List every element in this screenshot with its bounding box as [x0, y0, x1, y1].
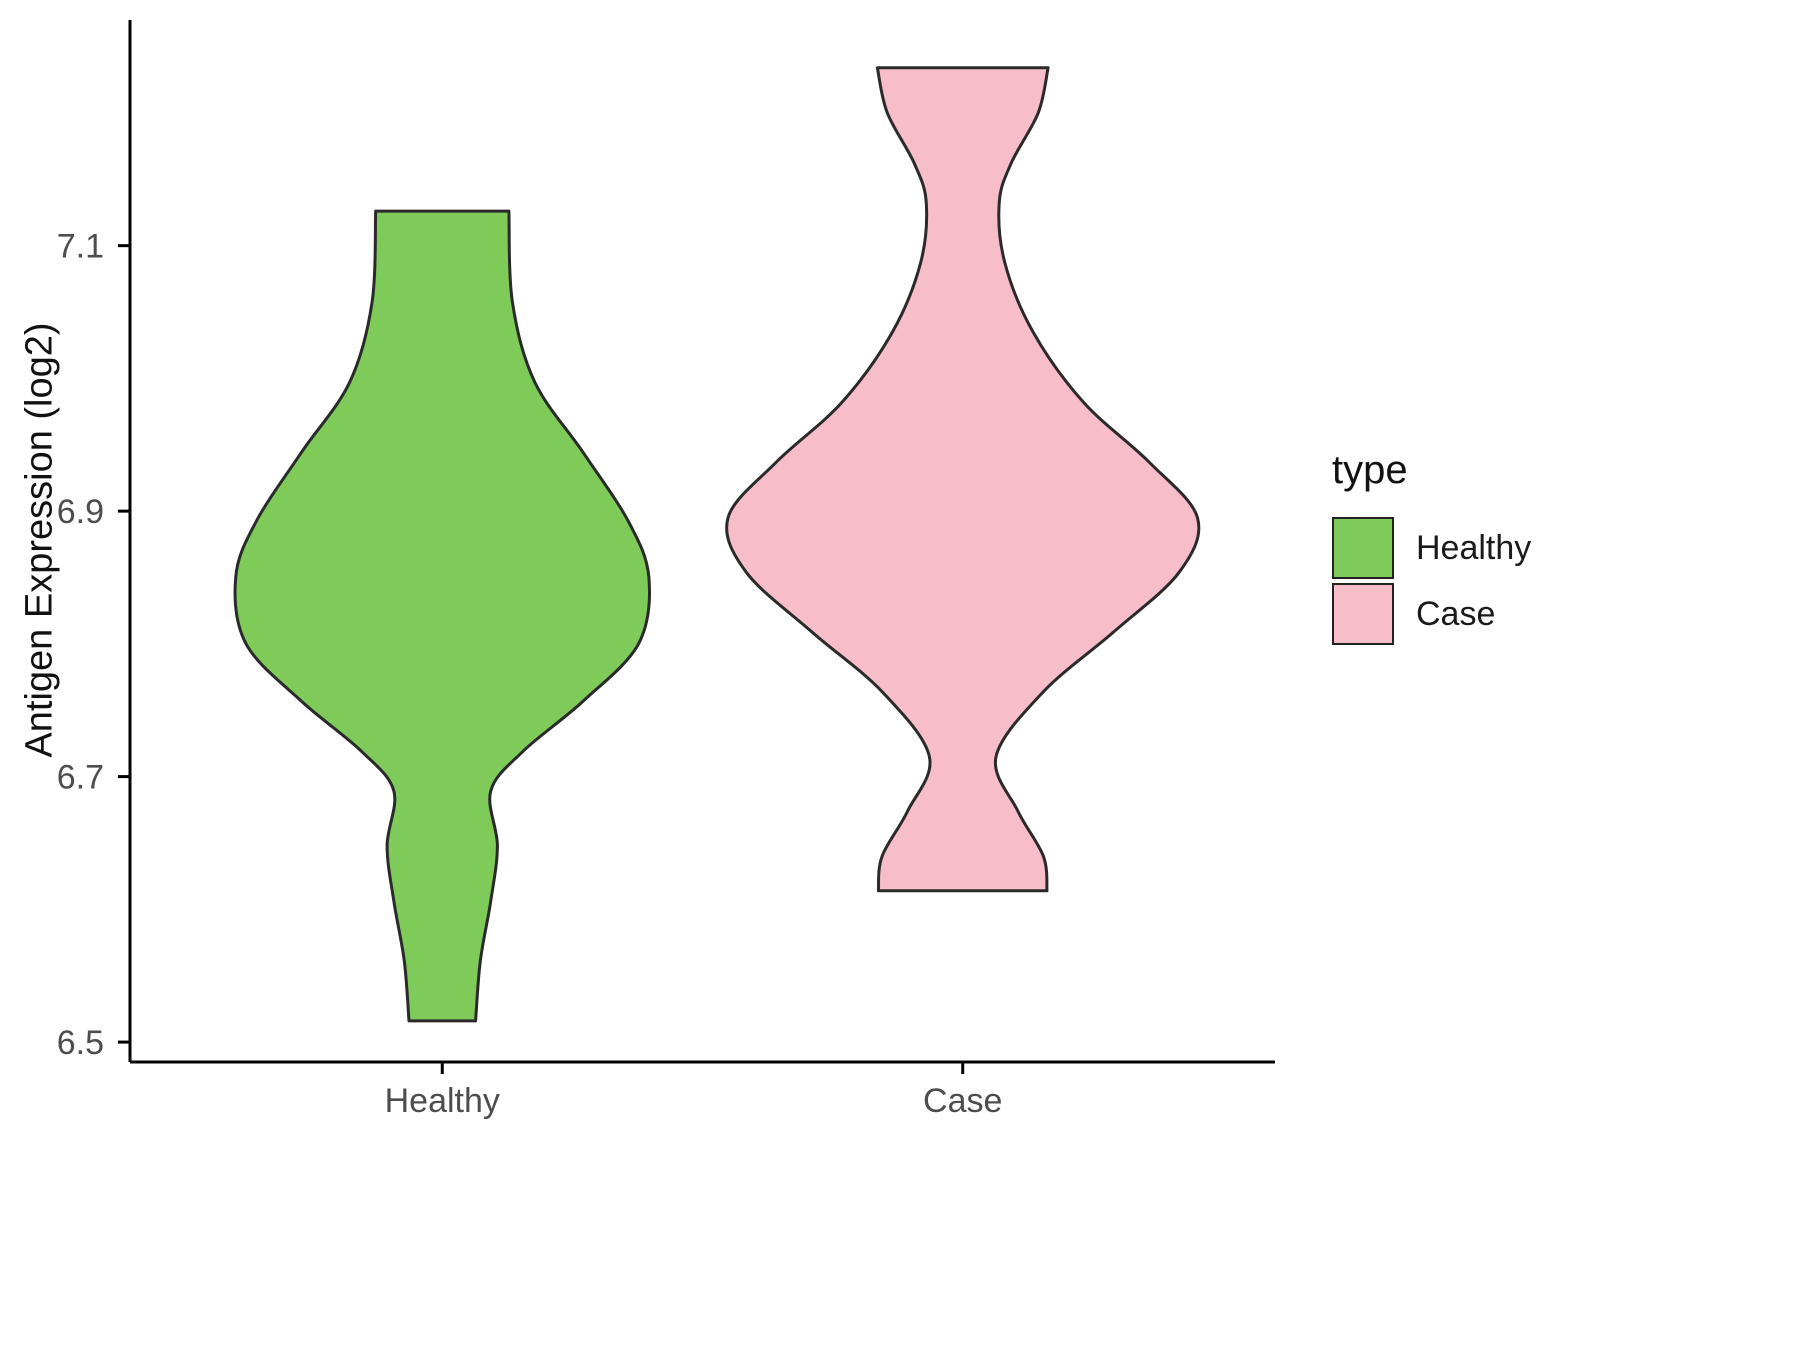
legend-label-case: Case	[1416, 594, 1496, 633]
violin-case	[725, 66, 1201, 893]
legend-swatch-healthy	[1332, 517, 1394, 579]
y-tick-label: 7.1	[57, 228, 104, 266]
legend: type Healthy Case	[1332, 448, 1531, 647]
x-tick-label: Case	[923, 1082, 1002, 1120]
legend-title: type	[1332, 448, 1408, 492]
legend-swatch-case	[1332, 583, 1394, 645]
legend-label-healthy: Healthy	[1416, 528, 1532, 567]
y-axis-title: Antigen Expression (log2)	[18, 322, 61, 758]
x-tick-label: Healthy	[385, 1082, 500, 1120]
y-tick-label: 6.7	[57, 759, 104, 797]
legend-item-case: Case	[1332, 581, 1531, 647]
y-tick-label: 6.9	[57, 493, 104, 531]
legend-item-healthy: Healthy	[1332, 515, 1531, 581]
violin-healthy	[233, 209, 651, 1023]
y-tick-label: 6.5	[57, 1024, 104, 1062]
